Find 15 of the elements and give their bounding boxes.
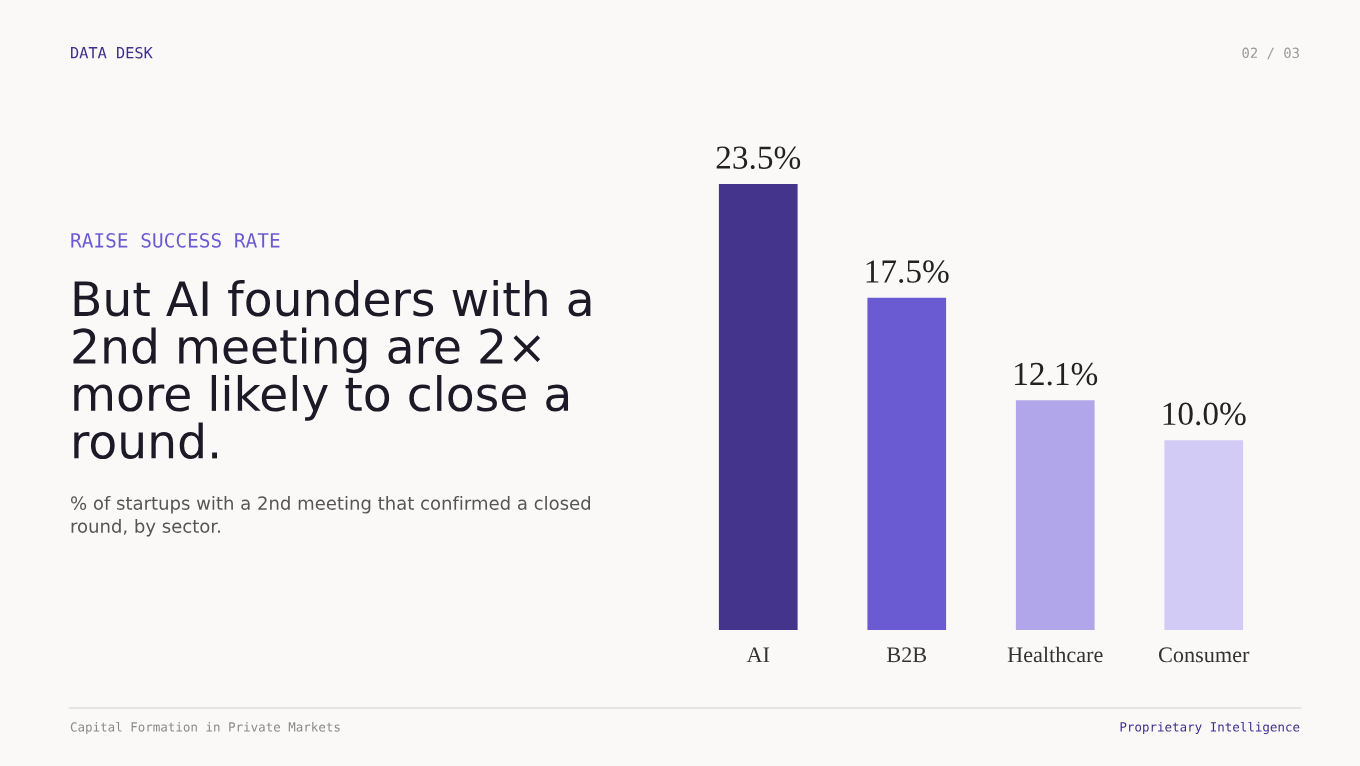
data-label: 17.5%: [866, 260, 949, 283]
x-tick-label: Healthcare: [1007, 646, 1103, 663]
data-label: 23.5%: [716, 146, 801, 170]
data-label: 10.0%: [1163, 402, 1246, 426]
bar: [1164, 440, 1244, 630]
x-tick-label: AI: [746, 647, 770, 663]
bar: [867, 297, 947, 630]
bar: [718, 184, 798, 630]
text: RAISE SUCCESS RATE: [71, 232, 280, 248]
text: But AI founders with a 2nd meeting are 2× more likely to close a round.: [73, 280, 591, 460]
x-tick-label: B2B: [887, 647, 927, 663]
x-tick-label: Consumer: [1158, 647, 1250, 663]
bar: [1015, 400, 1095, 630]
text: % of startups with a 2nd meeting that confirmed a closed round, by sector.: [71, 496, 590, 537]
data-label: 12.1%: [1015, 362, 1098, 386]
